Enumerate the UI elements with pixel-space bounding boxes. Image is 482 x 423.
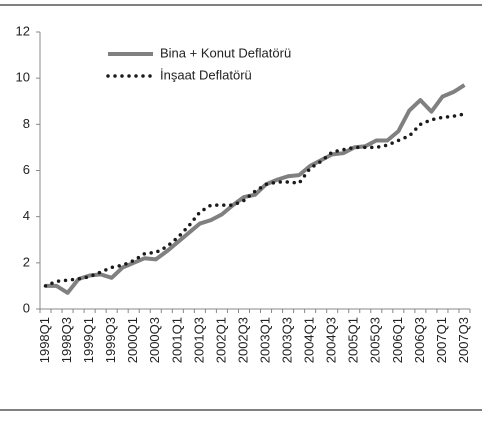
x-tick-label: 1999Q3 xyxy=(103,317,118,363)
x-tick-label: 1998Q3 xyxy=(59,317,74,363)
y-tick-label: 4 xyxy=(23,208,30,223)
x-tick-label: 2001Q1 xyxy=(169,317,184,363)
x-tick-label: 2005Q3 xyxy=(368,317,383,363)
y-tick-label: 0 xyxy=(23,300,30,315)
x-tick-label: 2000Q1 xyxy=(125,317,140,363)
y-tick-label: 10 xyxy=(16,70,30,85)
x-tick-label: 2003Q1 xyxy=(257,317,272,363)
x-tick-label: 2004Q3 xyxy=(324,317,339,363)
x-tick-label: 2002Q1 xyxy=(213,317,228,363)
x-tick-label: 2006Q1 xyxy=(390,317,405,363)
y-tick-label: 2 xyxy=(23,254,30,269)
x-tick-label: 2005Q1 xyxy=(346,317,361,363)
series-line xyxy=(45,83,466,295)
x-tick-label: 2002Q3 xyxy=(235,317,250,363)
x-tick-label: 1999Q1 xyxy=(81,317,96,363)
x-tick-label: 2001Q3 xyxy=(191,317,206,363)
x-tick-label: 2007Q1 xyxy=(434,317,449,363)
x-tick-label: 2004Q1 xyxy=(302,317,317,363)
series-line xyxy=(43,112,467,288)
y-tick-label: 8 xyxy=(23,116,30,131)
x-tick-label: 2006Q3 xyxy=(412,317,427,363)
legend-label: İnşaat Deflatörü xyxy=(160,67,252,82)
y-tick-label: 6 xyxy=(23,162,30,177)
x-tick-label: 2007Q3 xyxy=(456,317,471,363)
x-tick-label: 1998Q1 xyxy=(37,317,52,363)
x-tick-label: 2000Q3 xyxy=(147,317,162,363)
legend-label: Bina + Konut Deflatörü xyxy=(160,45,291,60)
x-tick-label: 2003Q3 xyxy=(280,317,295,363)
y-tick-label: 12 xyxy=(16,23,30,38)
